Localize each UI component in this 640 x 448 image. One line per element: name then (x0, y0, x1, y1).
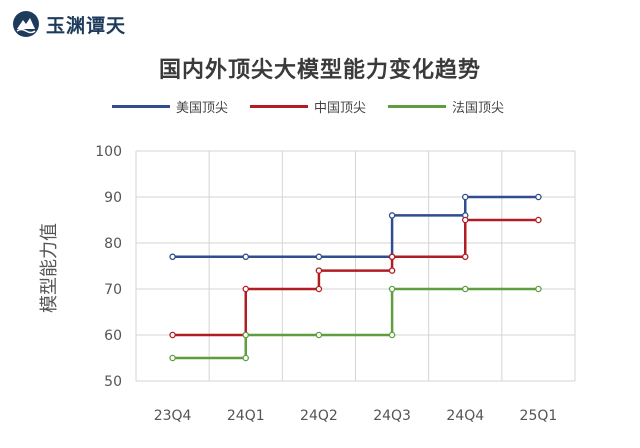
series-3-point-7 (535, 285, 542, 293)
x-tick-label-24Q4: 24Q4 (446, 408, 484, 424)
brand-logo: 玉渊谭天 (12, 10, 126, 38)
brand-name: 玉渊谭天 (46, 14, 127, 37)
series-1-point-4 (388, 212, 396, 219)
y-tick-label-50: 50 (104, 374, 122, 390)
chart-legend: 美国顶尖 中国顶尖 法国顶尖 (112, 97, 504, 116)
legend-swatch-3 (388, 105, 447, 108)
series-1-point-6 (461, 193, 469, 201)
series-2-point-3 (315, 285, 323, 293)
series-2-point-9 (535, 216, 542, 224)
legend-label-3: 法国顶尖 (452, 101, 505, 116)
series-3-point-5 (388, 285, 396, 293)
series-1-point-7 (535, 193, 542, 201)
series-3-point-6 (461, 285, 469, 293)
series-2-point-4 (315, 267, 323, 274)
series-1-point-0 (169, 253, 176, 261)
series-2-point-2 (242, 285, 249, 293)
series-3-point-2 (242, 331, 249, 339)
series-1-point-2 (315, 253, 323, 261)
x-tick-label-24Q2: 24Q2 (300, 408, 338, 424)
chart-title: 国内外顶尖大模型能力变化趋势 (158, 58, 481, 83)
y-tick-label-70: 70 (104, 282, 122, 298)
series-2-point-7 (461, 253, 469, 261)
y-tick-label-100: 100 (95, 144, 122, 160)
series-2-point-6 (388, 253, 396, 261)
x-tick-label-24Q3: 24Q3 (373, 408, 411, 424)
x-tick-label-23Q4: 23Q4 (154, 408, 192, 424)
series-3-point-1 (242, 354, 249, 362)
series-2-point-5 (388, 267, 396, 274)
legend-item-2: 中国顶尖 (250, 97, 366, 116)
y-tick-label-60: 60 (104, 328, 122, 344)
series-line-3 (172, 287, 539, 360)
series-3-point-3 (315, 331, 323, 339)
mountain-wave-icon (13, 11, 39, 37)
legend-item-3: 法国顶尖 (388, 97, 504, 116)
y-tick-label-90: 90 (104, 190, 122, 206)
legend-swatch-2 (250, 105, 309, 108)
x-tick-label-24Q1: 24Q1 (227, 408, 265, 424)
series-2-point-0 (169, 331, 176, 339)
series-line-2 (172, 218, 539, 337)
series-3-point-4 (388, 331, 396, 339)
series-3-point-0 (169, 354, 176, 362)
series-2-point-8 (461, 216, 469, 224)
legend-label-1: 美国顶尖 (176, 101, 229, 116)
legend-item-1: 美国顶尖 (112, 97, 228, 116)
y-tick-label-80: 80 (104, 236, 122, 252)
legend-swatch-1 (112, 105, 170, 108)
legend-label-2: 中国顶尖 (314, 101, 367, 116)
x-tick-label-25Q1: 25Q1 (520, 408, 558, 424)
series-1-point-1 (242, 253, 249, 261)
